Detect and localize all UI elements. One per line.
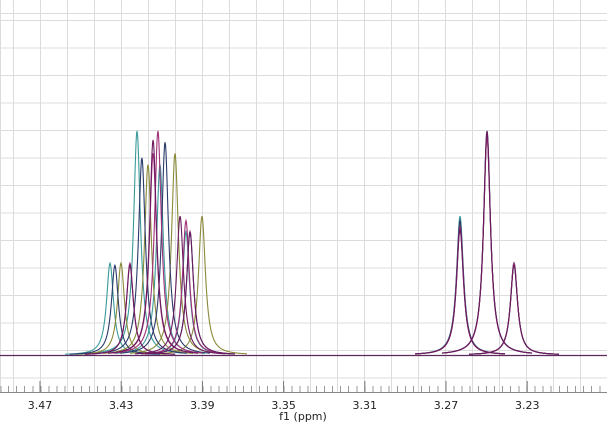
x-tick-label: 3.39 — [190, 399, 215, 412]
peak — [468, 261, 560, 355]
peak — [441, 130, 533, 354]
x-axis-label: f1 (ppm) — [279, 410, 327, 423]
peak — [120, 142, 211, 354]
peak — [156, 215, 248, 355]
peak — [144, 229, 236, 355]
peak — [441, 133, 533, 354]
x-tick-label: 3.23 — [515, 399, 540, 412]
minor-ticks — [0, 386, 607, 392]
grid — [0, 0, 607, 392]
peak — [441, 135, 533, 354]
peak — [108, 139, 199, 354]
peak — [468, 261, 560, 355]
peak — [441, 137, 533, 354]
peak — [468, 263, 560, 355]
peak — [112, 130, 203, 354]
x-tick-label: 3.35 — [271, 399, 296, 412]
peak — [468, 261, 560, 355]
x-tick-label: 3.43 — [109, 399, 134, 412]
x-tick-label: 3.27 — [434, 399, 459, 412]
x-tick-label: 3.47 — [28, 399, 53, 412]
peak — [69, 263, 160, 355]
peak — [468, 261, 560, 355]
peak — [84, 263, 175, 355]
x-tick-label: 3.31 — [353, 399, 378, 412]
peak — [135, 215, 226, 355]
peak — [441, 130, 533, 354]
peak — [96, 157, 187, 354]
